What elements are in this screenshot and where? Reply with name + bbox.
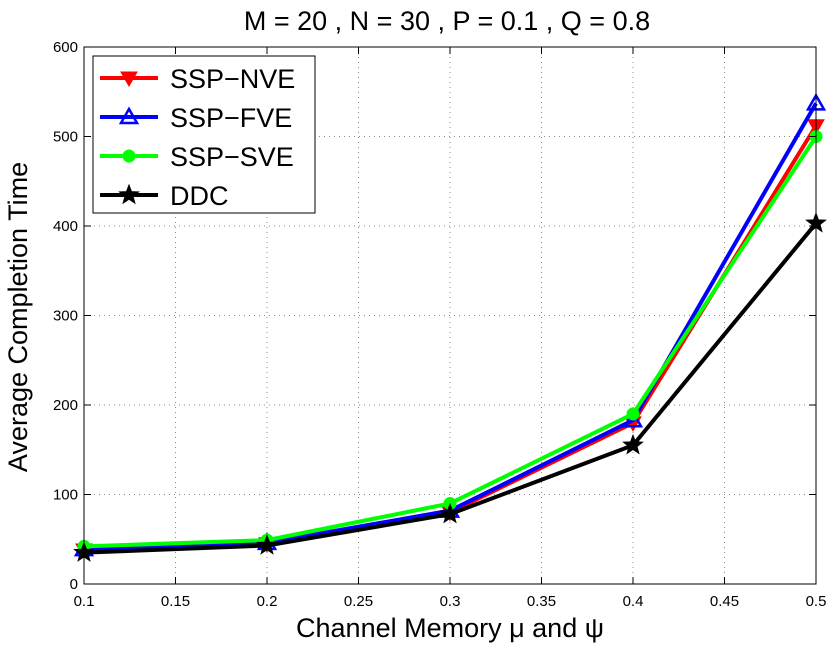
legend-label: SSP−SVE bbox=[170, 142, 294, 172]
y-axis-title: Average Completion Time bbox=[3, 162, 33, 472]
y-tick-label: 500 bbox=[53, 129, 78, 146]
series-group bbox=[73, 92, 827, 562]
legend: SSP−NVE SSP−FVE SSP−SVE DDC bbox=[92, 55, 316, 214]
legend-item-ddc: DDC bbox=[100, 181, 229, 211]
legend-label: SSP−NVE bbox=[170, 64, 295, 94]
x-tick-label: 0.5 bbox=[806, 593, 827, 610]
y-tick-label: 600 bbox=[53, 39, 78, 56]
legend-item-ssp-fve: SSP−FVE bbox=[100, 103, 292, 133]
legend-item-ssp-sve: SSP−SVE bbox=[100, 142, 294, 172]
legend-marker bbox=[120, 71, 138, 88]
data-point-ssp-fve bbox=[622, 409, 644, 428]
x-axis-title: Channel Memory μ and ψ bbox=[296, 613, 604, 643]
y-tick-label: 0 bbox=[70, 576, 78, 593]
y-tick-label: 100 bbox=[53, 487, 78, 504]
y-tick-label: 200 bbox=[53, 397, 78, 414]
x-tick-label: 0.1 bbox=[74, 593, 95, 610]
grid bbox=[84, 47, 816, 584]
legend-label: SSP−FVE bbox=[170, 103, 292, 133]
data-point-ddc bbox=[439, 502, 461, 524]
x-tick-label: 0.4 bbox=[623, 593, 644, 610]
legend-entries: SSP−NVE SSP−FVE SSP−SVE DDC bbox=[100, 64, 295, 211]
x-tick-label: 0.3 bbox=[440, 593, 461, 610]
x-tick-label: 0.2 bbox=[257, 593, 278, 610]
legend-label: DDC bbox=[170, 181, 229, 211]
y-tick-label: 300 bbox=[53, 308, 78, 325]
legend-marker bbox=[122, 149, 136, 163]
chart-title: M = 20 , N = 30 , P = 0.1 , Q = 0.8 bbox=[244, 6, 650, 36]
legend-marker bbox=[118, 183, 140, 205]
data-point-ssp-sve bbox=[626, 407, 640, 421]
legend-marker bbox=[118, 106, 140, 125]
y-tick-label: 400 bbox=[53, 218, 78, 235]
data-point-ddc bbox=[256, 534, 278, 555]
legend-item-ssp-nve: SSP−NVE bbox=[100, 64, 295, 94]
ticks: 0.1 0.15 0.2 0.25 0.3 0.35 0.4 0.45 0.5 0 100 200 30… bbox=[53, 39, 826, 610]
x-tick-label: 0.15 bbox=[161, 593, 190, 610]
x-tick-label: 0.35 bbox=[527, 593, 556, 610]
x-tick-label: 0.25 bbox=[344, 593, 373, 610]
data-point-ddc bbox=[622, 433, 644, 455]
x-tick-label: 0.45 bbox=[710, 593, 739, 610]
